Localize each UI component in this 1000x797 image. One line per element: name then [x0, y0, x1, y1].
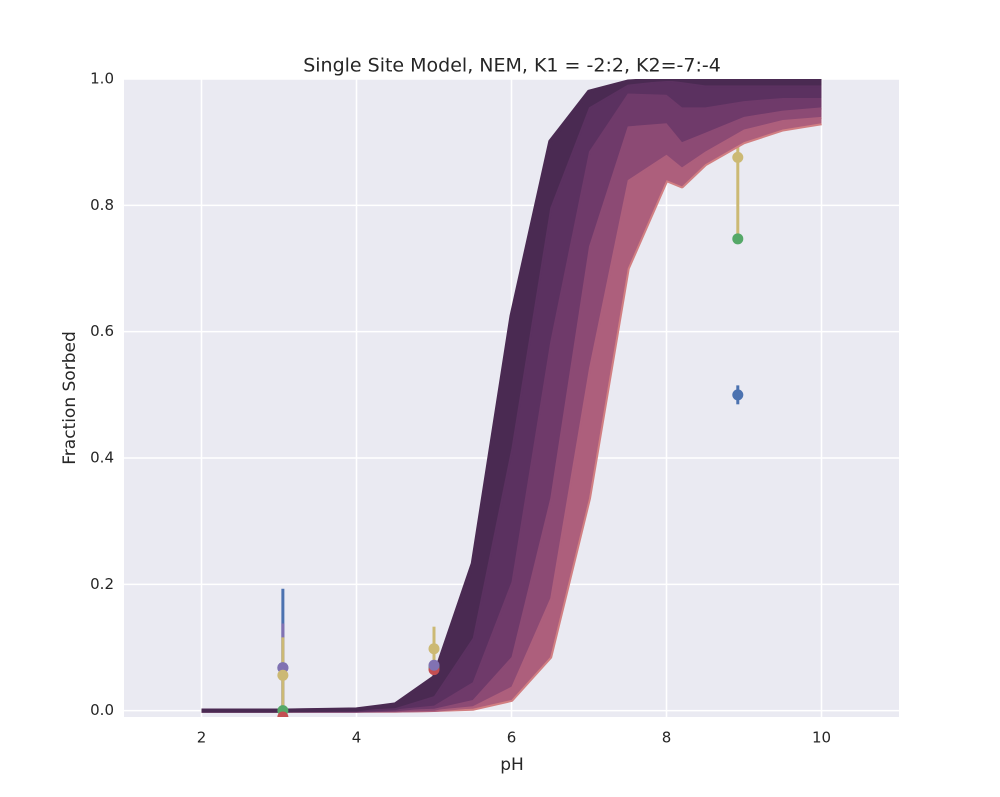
marker — [732, 151, 744, 163]
x-tick-label: 4 — [352, 729, 362, 747]
marker — [277, 711, 289, 717]
y-tick-label: 0.0 — [90, 701, 114, 719]
marker — [732, 233, 744, 245]
marker — [277, 662, 289, 674]
marker — [732, 389, 744, 401]
x-axis-label: pH — [500, 755, 524, 775]
y-tick-label: 0.8 — [90, 196, 114, 214]
marker — [428, 659, 440, 671]
curve — [201, 79, 822, 713]
y-axis-label: Fraction Sorbed — [60, 331, 80, 465]
band — [201, 79, 822, 711]
x-tick-label: 6 — [507, 729, 517, 747]
y-tick-label: 0.6 — [90, 322, 114, 340]
x-tick-label: 8 — [662, 729, 672, 747]
x-tick-label: 10 — [812, 729, 831, 747]
chart-title: Single Site Model, NEM, K1 = -2:2, K2=-7… — [303, 55, 721, 77]
y-tick-label: 0.2 — [90, 575, 114, 593]
x-tick-label: 2 — [197, 729, 207, 747]
marker — [277, 669, 289, 681]
plot-area — [201, 79, 822, 717]
y-tick-label: 1.0 — [90, 70, 114, 88]
y-tick-label: 0.4 — [90, 449, 114, 467]
marker — [428, 643, 440, 655]
